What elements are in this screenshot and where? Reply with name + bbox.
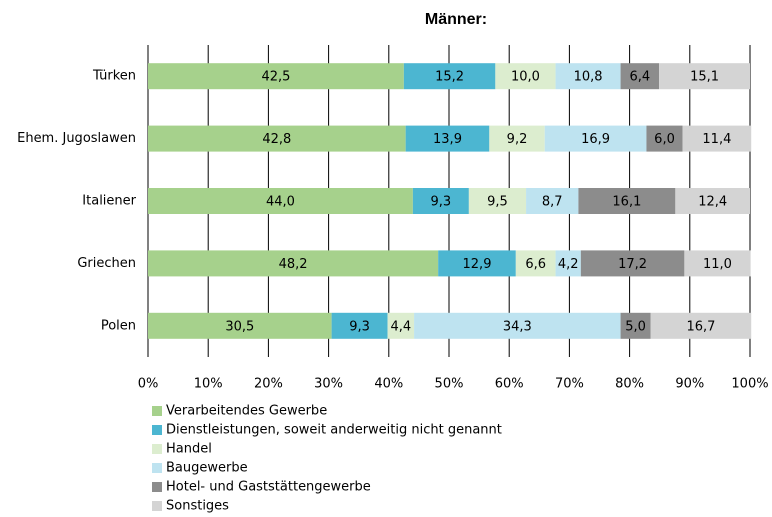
x-tick-label: 40%: [374, 377, 403, 392]
bar-segment: [544, 125, 647, 152]
legend-label: Hotel- und Gaststättengewerbe: [166, 480, 371, 495]
data-label: 17,2: [618, 257, 647, 272]
bar-segment: [468, 188, 527, 214]
legend-label: Baugewerbe: [166, 461, 248, 476]
bar-segment: [331, 312, 388, 339]
data-label: 9,3: [349, 319, 370, 334]
legend-swatch: [152, 482, 162, 492]
bar-segment: [438, 250, 516, 277]
y-tick-label: Griechen: [77, 256, 136, 271]
bar-segment: [148, 188, 413, 214]
legend-swatch: [152, 463, 162, 473]
x-tick-label: 100%: [731, 377, 768, 392]
y-tick-label: Italiener: [82, 194, 136, 209]
x-tick-label: 20%: [254, 377, 283, 392]
bar-segment: [646, 125, 683, 152]
data-label: 6,0: [654, 132, 675, 147]
bar-segment: [578, 188, 676, 214]
legend-swatch: [152, 444, 162, 454]
data-label: 9,5: [487, 195, 508, 210]
data-label: 8,7: [542, 195, 563, 210]
bar-segment: [580, 250, 685, 277]
data-label: 9,3: [431, 195, 452, 210]
legend-label: Sonstiges: [166, 499, 229, 514]
bar-segment: [620, 312, 651, 339]
bar-segment: [526, 188, 579, 214]
x-tick-label: 0%: [138, 377, 159, 392]
bar-segment: [495, 63, 556, 90]
bar-segment: [414, 312, 621, 339]
data-label: 15,1: [690, 70, 719, 85]
data-label: 9,2: [507, 132, 528, 147]
bar-segment: [650, 312, 752, 339]
bar-segment: [489, 125, 545, 152]
data-label: 6,6: [525, 257, 546, 272]
data-label: 42,5: [261, 70, 290, 85]
chart-title: Männer:: [425, 11, 487, 28]
data-label: 4,2: [558, 257, 579, 272]
bar-segment: [387, 312, 415, 339]
data-label: 5,0: [625, 319, 646, 334]
bar-segment: [675, 188, 750, 214]
data-label: 12,4: [698, 195, 727, 210]
legend-label: Dienstleistungen, soweit anderweitig nic…: [166, 423, 502, 438]
data-label: 4,4: [390, 319, 411, 334]
bar-segment: [148, 125, 406, 152]
data-label: 34,3: [503, 319, 532, 334]
data-label: 10,8: [574, 70, 603, 85]
bar-segment: [412, 188, 469, 214]
bar-segment: [555, 250, 581, 277]
data-label: 16,1: [612, 195, 641, 210]
bar-segment: [403, 63, 496, 90]
bar-segment: [148, 250, 439, 277]
data-label: 11,4: [702, 132, 731, 147]
bar-segment: [682, 125, 752, 152]
data-label: 42,8: [262, 132, 291, 147]
y-tick-label: Ehem. Jugoslawen: [17, 131, 136, 146]
bar-segment: [555, 63, 621, 90]
legend-label: Verarbeitendes Gewerbe: [166, 404, 327, 419]
legend-swatch: [152, 501, 162, 511]
bar-segment: [659, 63, 750, 90]
data-label: 10,0: [511, 70, 540, 85]
bar-segment: [405, 125, 490, 152]
data-label: 48,2: [279, 257, 308, 272]
x-tick-label: 90%: [675, 377, 704, 392]
data-label: 12,9: [463, 257, 492, 272]
x-tick-label: 60%: [495, 377, 524, 392]
bar-segment: [684, 250, 751, 277]
data-label: 30,5: [225, 319, 254, 334]
x-tick-label: 80%: [615, 377, 644, 392]
data-label: 44,0: [266, 195, 295, 210]
data-label: 15,2: [435, 70, 464, 85]
bar-segment: [148, 63, 404, 90]
data-label: 13,9: [433, 132, 462, 147]
bar-segment: [515, 250, 556, 277]
x-tick-label: 70%: [555, 377, 584, 392]
x-tick-label: 10%: [194, 377, 223, 392]
data-label: 16,7: [686, 319, 715, 334]
legend-label: Handel: [166, 442, 212, 457]
legend-swatch: [152, 406, 162, 416]
x-tick-label: 30%: [314, 377, 343, 392]
x-tick-label: 50%: [435, 377, 464, 392]
y-tick-label: Türken: [92, 69, 136, 84]
bar-segment: [620, 63, 660, 90]
legend-swatch: [152, 425, 162, 435]
data-label: 16,9: [581, 132, 610, 147]
data-label: 6,4: [629, 70, 650, 85]
bar-segment: [148, 312, 332, 339]
y-tick-label: Polen: [101, 318, 136, 333]
data-label: 11,0: [703, 257, 732, 272]
